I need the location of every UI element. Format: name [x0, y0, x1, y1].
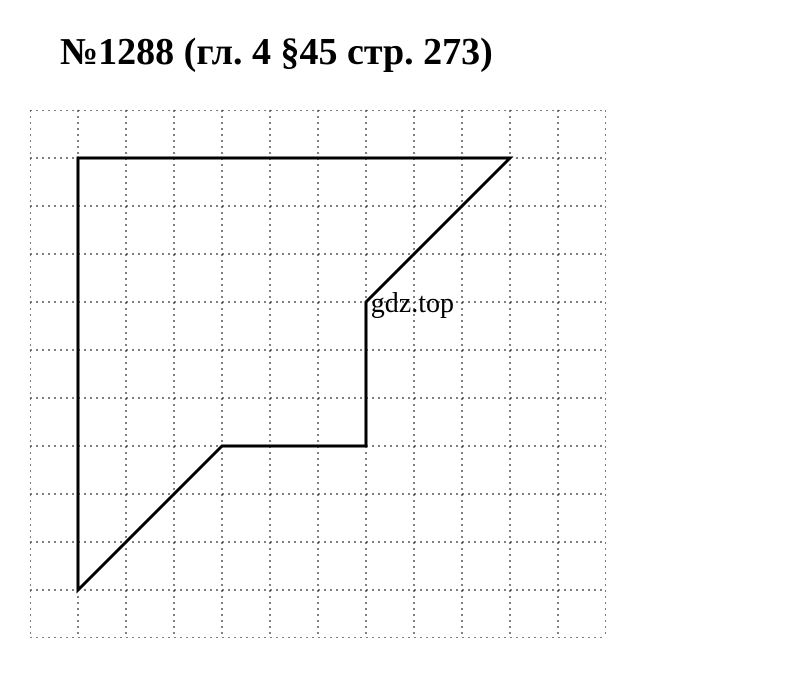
grid-diagram	[30, 110, 606, 638]
page-title: №1288 (гл. 4 §45 стр. 273)	[60, 30, 493, 74]
watermark-text: gdz.top	[371, 288, 454, 320]
diagram-container: gdz.top	[30, 110, 630, 650]
